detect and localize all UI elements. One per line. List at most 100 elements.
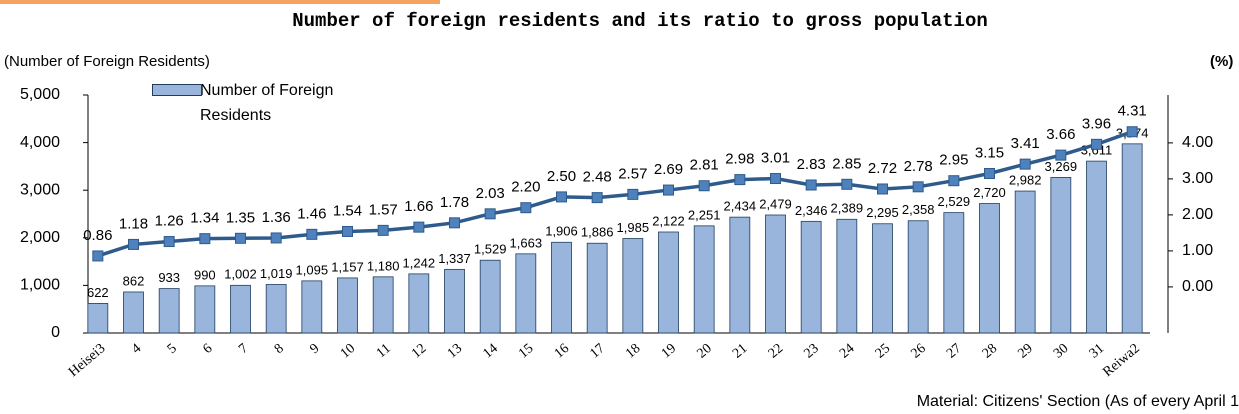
bar-value-label: 1,095 [296, 262, 329, 277]
line-marker [877, 183, 888, 195]
x-tick-label: 14 [480, 341, 500, 361]
bar-value-label: 2,358 [902, 202, 935, 217]
bar-value-label: 2,982 [1009, 172, 1042, 187]
y-tick-label: 4,000 [20, 134, 60, 151]
x-tick-label: 28 [980, 341, 1000, 361]
line-value-label: 2.69 [654, 161, 683, 178]
line-marker [1055, 149, 1067, 161]
line-value-label: 2.72 [868, 160, 897, 177]
bar [658, 231, 679, 334]
line-value-label: 2.85 [832, 155, 861, 172]
bar [372, 276, 394, 334]
line-value-label: 1.36 [262, 209, 291, 226]
line-marker [1091, 138, 1102, 150]
y2-tick-label: 0.00 [1182, 278, 1213, 295]
x-tick-label: 4 [129, 341, 144, 357]
bar-value-label: 1,002 [224, 267, 257, 282]
line-marker [663, 184, 674, 196]
bar [1050, 176, 1072, 334]
bar [800, 220, 822, 334]
x-tick-label: 15 [516, 341, 536, 361]
line-marker [128, 238, 139, 250]
bar-value-label: 2,720 [973, 185, 1006, 200]
line-value-label: 1.66 [404, 198, 433, 215]
y2-tick-label: 4.00 [1182, 134, 1213, 151]
bar-value-label: 1,157 [331, 259, 364, 274]
bar [1121, 143, 1143, 334]
line-marker [805, 179, 817, 191]
bar [765, 214, 786, 334]
line-value-label: 4.31 [1118, 103, 1147, 120]
legend: Number of Foreign Residents [152, 78, 352, 128]
bar-value-label: 862 [123, 273, 145, 288]
line-marker [948, 175, 960, 187]
bar-value-label: 1,906 [545, 224, 578, 239]
line-value-label: 2.78 [904, 158, 933, 175]
line-value-label: 3.96 [1082, 115, 1111, 132]
bar [158, 288, 180, 334]
bar [872, 223, 893, 334]
line-value-label: 3.41 [1011, 135, 1040, 152]
bar [622, 238, 644, 334]
line-marker [306, 228, 318, 240]
bar-value-label: 990 [194, 267, 216, 282]
line-value-label: 2.48 [583, 169, 612, 186]
line-marker [342, 225, 353, 237]
line-value-label: 2.57 [618, 165, 647, 182]
line-marker [235, 232, 246, 244]
bar-value-label: 933 [158, 270, 180, 285]
bar [729, 216, 751, 334]
y2-tick-label: 1.00 [1182, 242, 1213, 259]
line-marker [199, 233, 211, 245]
bar [479, 259, 501, 334]
bar-value-label: 2,389 [831, 201, 864, 216]
line-value-label: 2.81 [690, 157, 719, 174]
line-value-label: 1.35 [226, 209, 255, 226]
legend-swatch [152, 84, 202, 96]
line-value-label: 1.26 [155, 213, 184, 230]
x-tick-label: 23 [801, 341, 821, 361]
bar [1014, 190, 1036, 334]
line-value-label: 2.95 [939, 152, 968, 169]
bar-value-label: 2,479 [759, 196, 792, 211]
x-tick-label: 7 [236, 341, 251, 357]
line-marker [413, 221, 425, 233]
bar [551, 241, 572, 334]
line-value-label: 2.20 [511, 179, 540, 196]
x-tick-label: 12 [409, 341, 429, 361]
bar [586, 242, 608, 334]
line-marker [92, 250, 104, 262]
x-tick-label: 27 [944, 341, 964, 361]
line-value-label: 2.03 [476, 185, 505, 202]
line-marker [270, 232, 282, 244]
bar [444, 268, 465, 334]
legend-label: Number of Foreign Residents [200, 82, 334, 124]
source-note: Material: Citizens' Section (As of every… [917, 393, 1239, 410]
bar [123, 291, 144, 334]
y-axis-label: (Number of Foreign Residents) [4, 53, 210, 70]
x-tick-label: 20 [694, 341, 714, 361]
line-value-label: 1.34 [190, 210, 219, 227]
line-marker [591, 192, 603, 204]
bar [907, 220, 929, 334]
bar [194, 285, 216, 334]
y2-tick-label: 3.00 [1182, 170, 1213, 187]
x-tick-label: 29 [1015, 341, 1035, 361]
line-value-label: 2.98 [725, 151, 754, 168]
x-tick-label: 18 [623, 341, 643, 361]
line-value-label: 1.54 [333, 202, 362, 219]
x-tick-label: 6 [200, 341, 215, 357]
bar-value-label: 3,269 [1045, 159, 1078, 174]
line-marker [770, 173, 781, 185]
bar-value-label: 2,434 [724, 199, 757, 214]
bar-value-label: 1,663 [510, 235, 543, 250]
line-value-label: 2.83 [797, 156, 826, 173]
bar-value-label: 1,985 [617, 220, 650, 235]
y-tick-label: 3,000 [20, 181, 60, 198]
y2-axis-label: (%) [1210, 53, 1233, 70]
x-tick-label: Heisei3 [66, 341, 108, 380]
x-tick-label: Reiwa2 [1100, 341, 1142, 380]
bar [408, 273, 430, 334]
bar [836, 218, 858, 334]
